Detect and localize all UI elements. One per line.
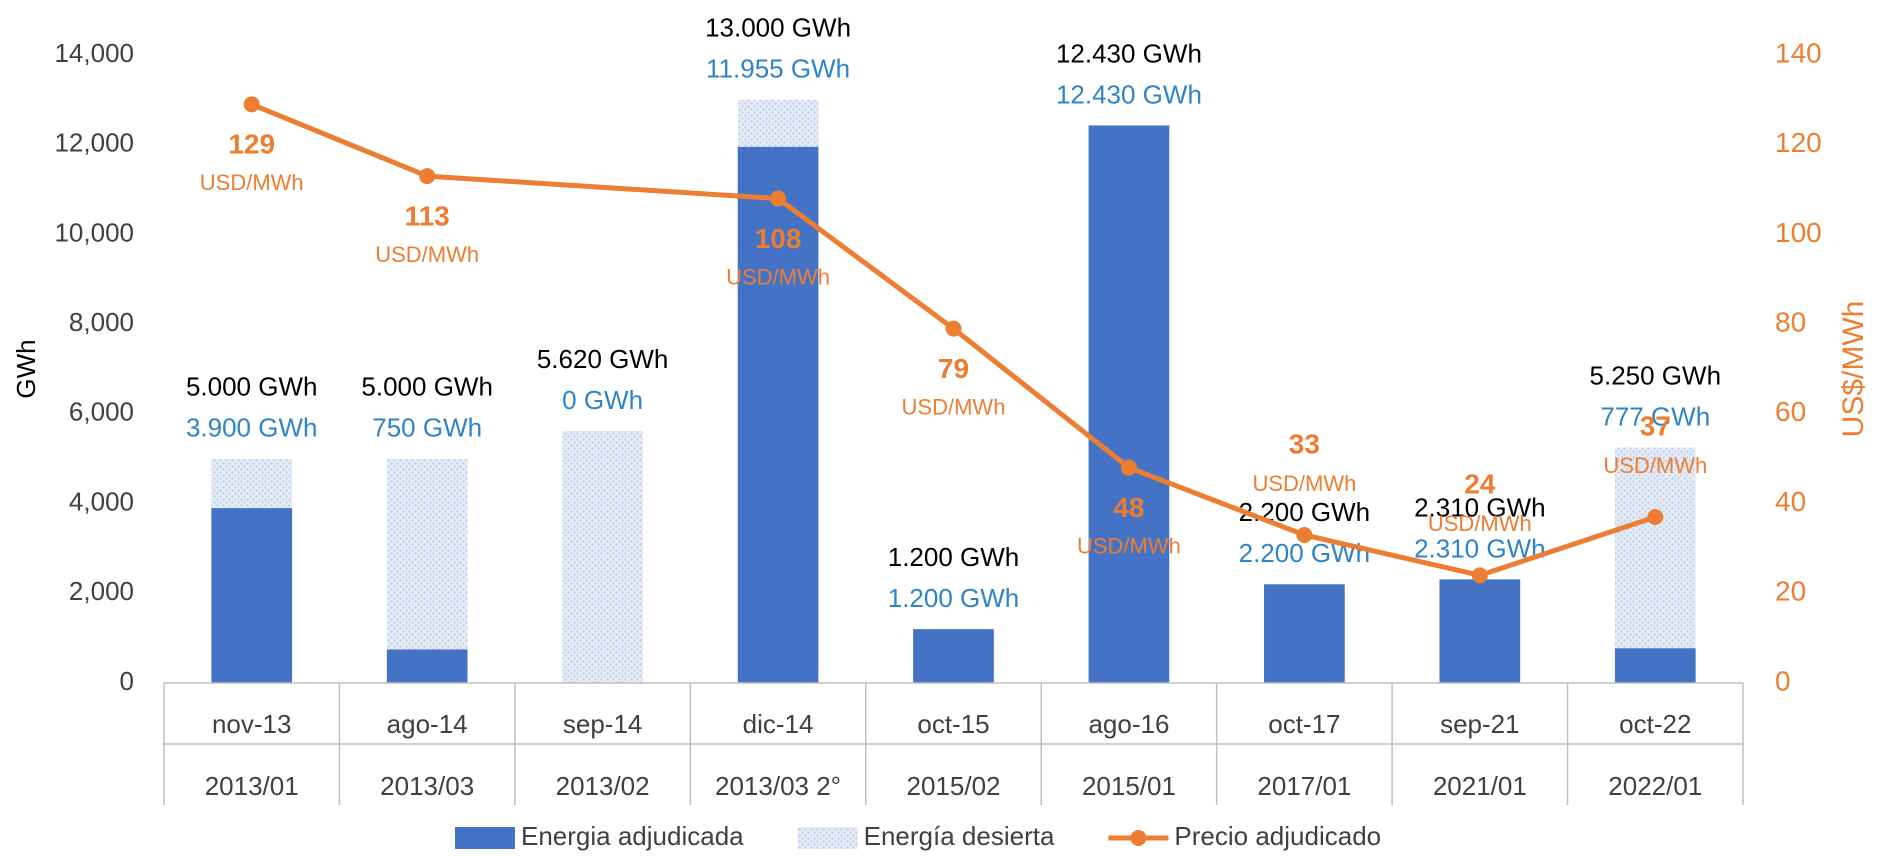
y-tick-label: 10,000 (54, 217, 134, 247)
y2-tick-label: 20 (1775, 576, 1806, 607)
y-tick-label: 6,000 (69, 397, 134, 427)
y-tick-label: 2,000 (69, 576, 134, 606)
y2-tick-label: 0 (1775, 665, 1791, 696)
total-label: 2.310 GWh (1414, 492, 1546, 522)
x-tick-label: sep-21 (1440, 709, 1520, 739)
line-marker (770, 190, 787, 207)
y-axis-label: GWh (11, 339, 41, 398)
bar (211, 508, 293, 683)
x-subcategory-label: 2022/01 (1608, 771, 1702, 801)
x-tick-label: oct-15 (917, 709, 989, 739)
value-label: 1.200 GWh (888, 583, 1020, 613)
value-label: 3.900 GWh (186, 413, 318, 443)
y2-tick-label: 40 (1775, 486, 1806, 517)
y2-tick-label: 80 (1775, 307, 1806, 338)
y2-tick-label: 100 (1775, 217, 1822, 248)
line-gap-span (424, 173, 781, 202)
line-value-label: 113 (405, 201, 450, 232)
y2-axis-label: US$/MWh (1837, 301, 1870, 438)
x-subcategory-label: 2013/02 (556, 771, 650, 801)
y-tick-label: 4,000 (69, 486, 134, 516)
x-tick-label: dic-14 (743, 709, 814, 739)
line (776, 196, 1657, 578)
y-tick-label: 12,000 (54, 128, 134, 158)
bar (386, 649, 468, 683)
line-value-label: 108 (755, 223, 802, 254)
y-tick-label: 8,000 (69, 307, 134, 337)
bar (211, 458, 293, 509)
x-tick-label: oct-17 (1268, 709, 1340, 739)
total-label: 2.200 GWh (1239, 497, 1371, 527)
total-label: 5.250 GWh (1590, 360, 1722, 390)
line-unit-label: USD/MWh (1252, 471, 1356, 496)
y2-tick-label: 120 (1775, 127, 1822, 158)
value-label: 11.955 GWh (706, 54, 850, 84)
line-value-label: 33 (1289, 428, 1320, 459)
bar (562, 430, 643, 683)
bar (737, 146, 819, 684)
x-tick-label: ago-14 (387, 709, 468, 739)
line-marker (1471, 567, 1488, 584)
legend-label: Energia adjudicada (521, 821, 744, 851)
line-marker (1120, 459, 1137, 476)
line-unit-label: USD/MWh (200, 170, 304, 195)
total-label: 5.620 GWh (537, 344, 669, 374)
line (250, 102, 429, 179)
line-unit-label: USD/MWh (1077, 533, 1181, 558)
line-unit-label: USD/MWh (902, 394, 1006, 419)
total-label: 13.000 GWh (705, 13, 851, 43)
total-label: 5.000 GWh (186, 372, 318, 402)
bar (737, 99, 819, 147)
value-label: 0 GWh (562, 385, 643, 415)
line-marker (419, 168, 436, 185)
bar (1439, 579, 1521, 683)
x-tick-label: oct-22 (1619, 709, 1691, 739)
line-marker (1296, 526, 1313, 543)
legend-swatch (1130, 830, 1147, 846)
bar (1614, 447, 1696, 649)
line-marker (243, 96, 260, 113)
line-marker (945, 320, 962, 337)
line-value-label: 24 (1464, 469, 1496, 500)
total-label: 1.200 GWh (888, 542, 1020, 572)
total-label: 5.000 GWh (361, 372, 493, 402)
y-tick-label: 0 (120, 666, 134, 696)
x-tick-label: nov-13 (212, 709, 292, 739)
x-tick-label: sep-14 (563, 709, 643, 739)
value-label: 750 GWh (372, 413, 482, 443)
line-marker (1647, 509, 1664, 526)
line-value-label: 129 (228, 129, 275, 160)
bar (386, 458, 468, 650)
line-unit-label: USD/MWh (726, 264, 830, 289)
line-value-label: 37 (1640, 410, 1671, 441)
legend-label: Precio adjudicado (1174, 821, 1381, 851)
x-subcategory-label: 2015/01 (1082, 771, 1176, 801)
legend-swatch (797, 827, 858, 849)
y2-tick-label: 140 (1775, 37, 1822, 68)
legend-swatch (455, 827, 515, 849)
value-label: 777 GWh (1600, 401, 1710, 431)
y2-tick-label: 60 (1775, 396, 1806, 427)
x-subcategory-label: 2013/01 (205, 771, 299, 801)
line-unit-label: USD/MWh (375, 242, 479, 267)
value-label: 12.430 GWh (1056, 79, 1202, 109)
line-value-label: 48 (1113, 492, 1144, 523)
bar (1264, 584, 1345, 683)
x-subcategory-label: 2013/03 2° (715, 771, 841, 801)
line-unit-label: USD/MWh (1603, 453, 1707, 478)
bar (1614, 648, 1696, 683)
line-unit-label: USD/MWh (1428, 511, 1532, 536)
bar (1088, 125, 1170, 683)
x-subcategory-label: 2017/01 (1257, 771, 1351, 801)
total-label: 12.430 GWh (1056, 38, 1202, 68)
legend-label: Energía desierta (864, 821, 1055, 851)
x-subcategory-label: 2013/03 (380, 771, 474, 801)
line-value-label: 79 (938, 353, 969, 384)
y-tick-label: 14,000 (54, 38, 134, 68)
x-subcategory-label: 2015/02 (907, 771, 1001, 801)
x-tick-label: ago-16 (1088, 709, 1169, 739)
x-subcategory-label: 2021/01 (1433, 771, 1527, 801)
bar (913, 629, 994, 683)
